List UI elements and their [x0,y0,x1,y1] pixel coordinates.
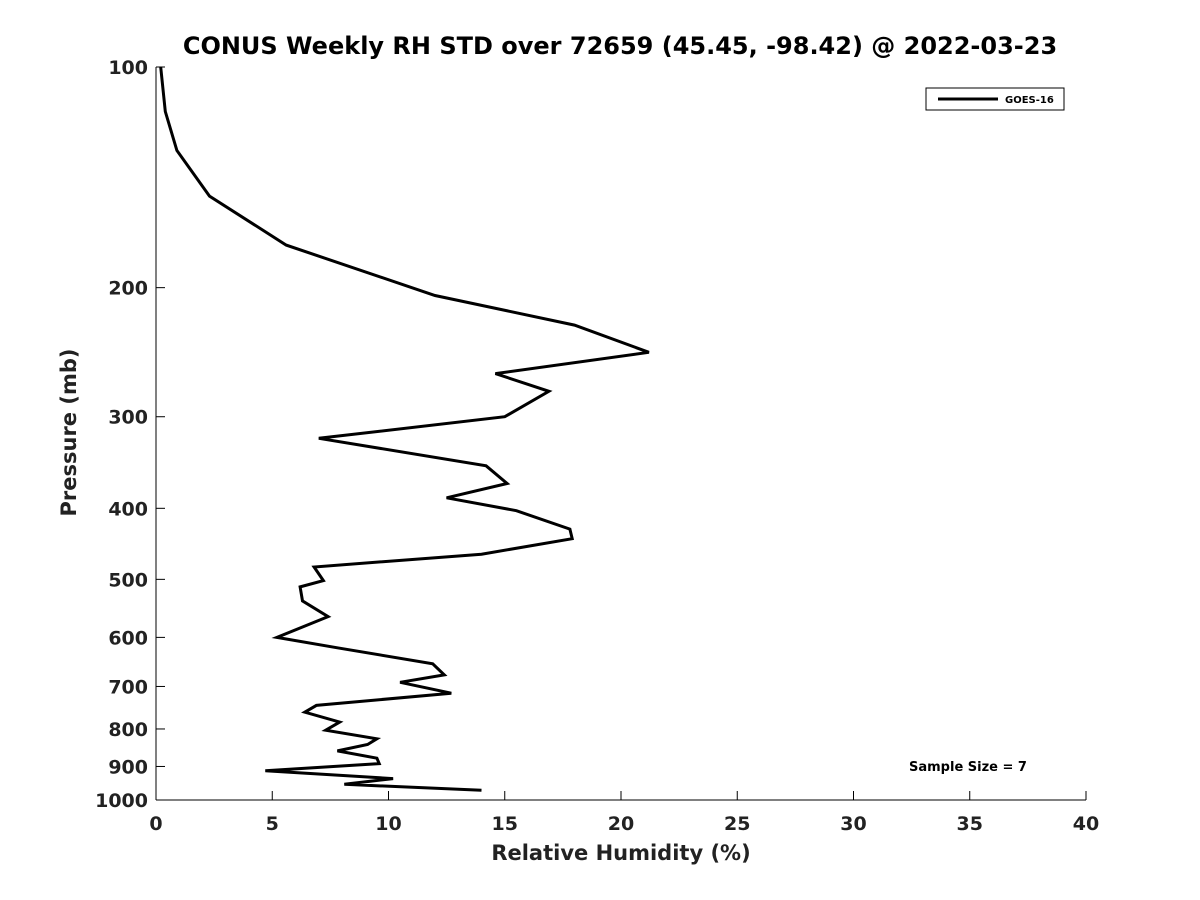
x-tick-label: 25 [724,813,750,835]
y-tick-label: 300 [108,407,148,429]
y-ticks: 100 200 300 400 500 600 700 800 900 1000 [95,57,165,812]
y-tick-label: 200 [108,278,148,300]
chart-title: CONUS Weekly RH STD over 72659 (45.45, -… [183,32,1057,60]
x-tick-label: 0 [149,813,162,835]
sample-size-annotation: Sample Size = 7 [909,760,1027,775]
legend-entry-goes-16: GOES-16 [1005,95,1054,106]
x-tick-label: 15 [492,813,518,835]
x-tick-label: 5 [266,813,279,835]
y-tick-label: 100 [108,57,148,79]
x-tick-label: 10 [375,813,401,835]
y-tick-label: 600 [108,627,148,649]
y-tick-label: 1000 [95,790,148,812]
series-line-goes-16 [159,66,650,792]
x-tick-label: 20 [608,813,634,835]
y-tick-label: 500 [108,569,148,591]
y-tick-label: 900 [108,756,148,778]
legend: GOES-16 [925,87,1065,111]
y-axis-label: Pressure (mb) [57,349,81,517]
x-ticks: 0 5 10 15 20 25 30 35 40 [149,791,1099,835]
x-tick-label: 40 [1073,813,1099,835]
y-tick-label: 800 [108,719,148,741]
x-tick-label: 30 [840,813,866,835]
x-axis-label: Relative Humidity (%) [491,841,750,865]
series-layer [159,66,650,792]
y-tick-label: 700 [108,676,148,698]
x-tick-label: 35 [957,813,983,835]
y-tick-label: 400 [108,498,148,520]
